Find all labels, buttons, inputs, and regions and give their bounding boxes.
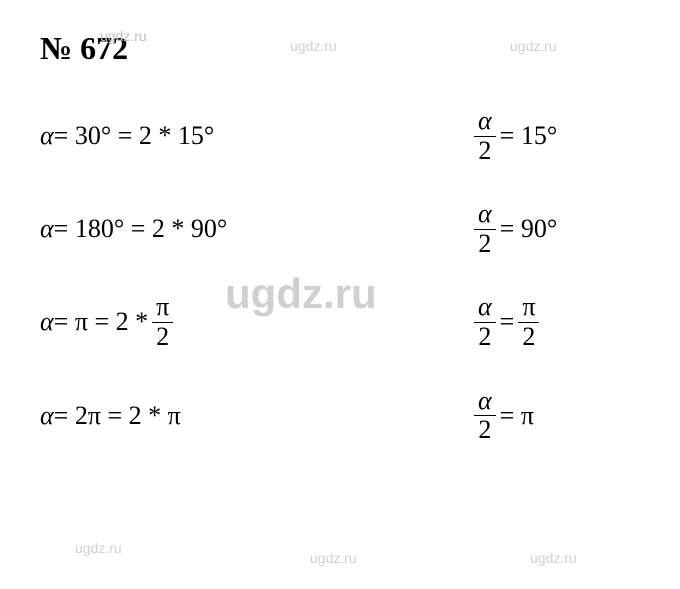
watermark-bottom-2: ugdz.ru bbox=[310, 550, 357, 566]
fraction: α 2 bbox=[474, 200, 496, 258]
fraction-denominator: 2 bbox=[152, 323, 173, 352]
fraction: α 2 bbox=[474, 387, 496, 445]
equation-text: = 2π = 2 * π bbox=[54, 401, 181, 431]
equation-row: α = 2π = 2 * π α 2 = π bbox=[40, 387, 640, 445]
fraction: α 2 bbox=[474, 293, 496, 351]
fraction-numerator: α bbox=[474, 293, 496, 323]
equation-row: α = π = 2 * π 2 α 2 = π 2 bbox=[40, 293, 640, 351]
fraction-denominator: 2 bbox=[474, 323, 495, 352]
equation-text: = 180° = 2 * 90° bbox=[54, 214, 228, 244]
equation-right: α 2 = 15° bbox=[470, 107, 557, 165]
problem-number: № 672 bbox=[40, 30, 128, 67]
fraction-denominator: 2 bbox=[474, 416, 495, 445]
equation-right: α 2 = π bbox=[470, 387, 534, 445]
equation-right: α 2 = π 2 bbox=[470, 293, 543, 351]
fraction-numerator: α bbox=[474, 200, 496, 230]
equation-text: = bbox=[500, 307, 515, 337]
equation-right: α 2 = 90° bbox=[470, 200, 557, 258]
fraction-numerator: π bbox=[152, 293, 173, 323]
equation-left: α = 30° = 2 * 15° bbox=[40, 121, 370, 151]
equation-left: α = π = 2 * π 2 bbox=[40, 293, 370, 351]
fraction: α 2 bbox=[474, 107, 496, 165]
alpha-symbol: α bbox=[40, 401, 54, 431]
watermark-bottom-3: ugdz.ru bbox=[530, 550, 577, 566]
equation-left: α = 180° = 2 * 90° bbox=[40, 214, 370, 244]
equation-text: = π bbox=[500, 401, 534, 431]
equation-text: = 90° bbox=[500, 214, 558, 244]
equation-left: α = 2π = 2 * π bbox=[40, 401, 370, 431]
watermark-bottom-1: ugdz.ru bbox=[75, 540, 122, 556]
equation-row: α = 180° = 2 * 90° α 2 = 90° bbox=[40, 200, 640, 258]
fraction-denominator: 2 bbox=[474, 137, 495, 166]
equation-text: = 15° bbox=[500, 121, 558, 151]
alpha-symbol: α bbox=[40, 214, 54, 244]
fraction-numerator: α bbox=[474, 387, 496, 417]
fraction-denominator: 2 bbox=[474, 230, 495, 259]
fraction-numerator: α bbox=[474, 107, 496, 137]
alpha-symbol: α bbox=[40, 307, 54, 337]
equation-text: = 30° = 2 * 15° bbox=[54, 121, 215, 151]
problem-heading: № 672 bbox=[40, 30, 640, 67]
fraction: π 2 bbox=[518, 293, 539, 351]
fraction: π 2 bbox=[152, 293, 173, 351]
alpha-symbol: α bbox=[40, 121, 54, 151]
fraction-denominator: 2 bbox=[518, 323, 539, 352]
fraction-numerator: π bbox=[518, 293, 539, 323]
equation-row: α = 30° = 2 * 15° α 2 = 15° bbox=[40, 107, 640, 165]
equation-text: = π = 2 * bbox=[54, 307, 148, 337]
